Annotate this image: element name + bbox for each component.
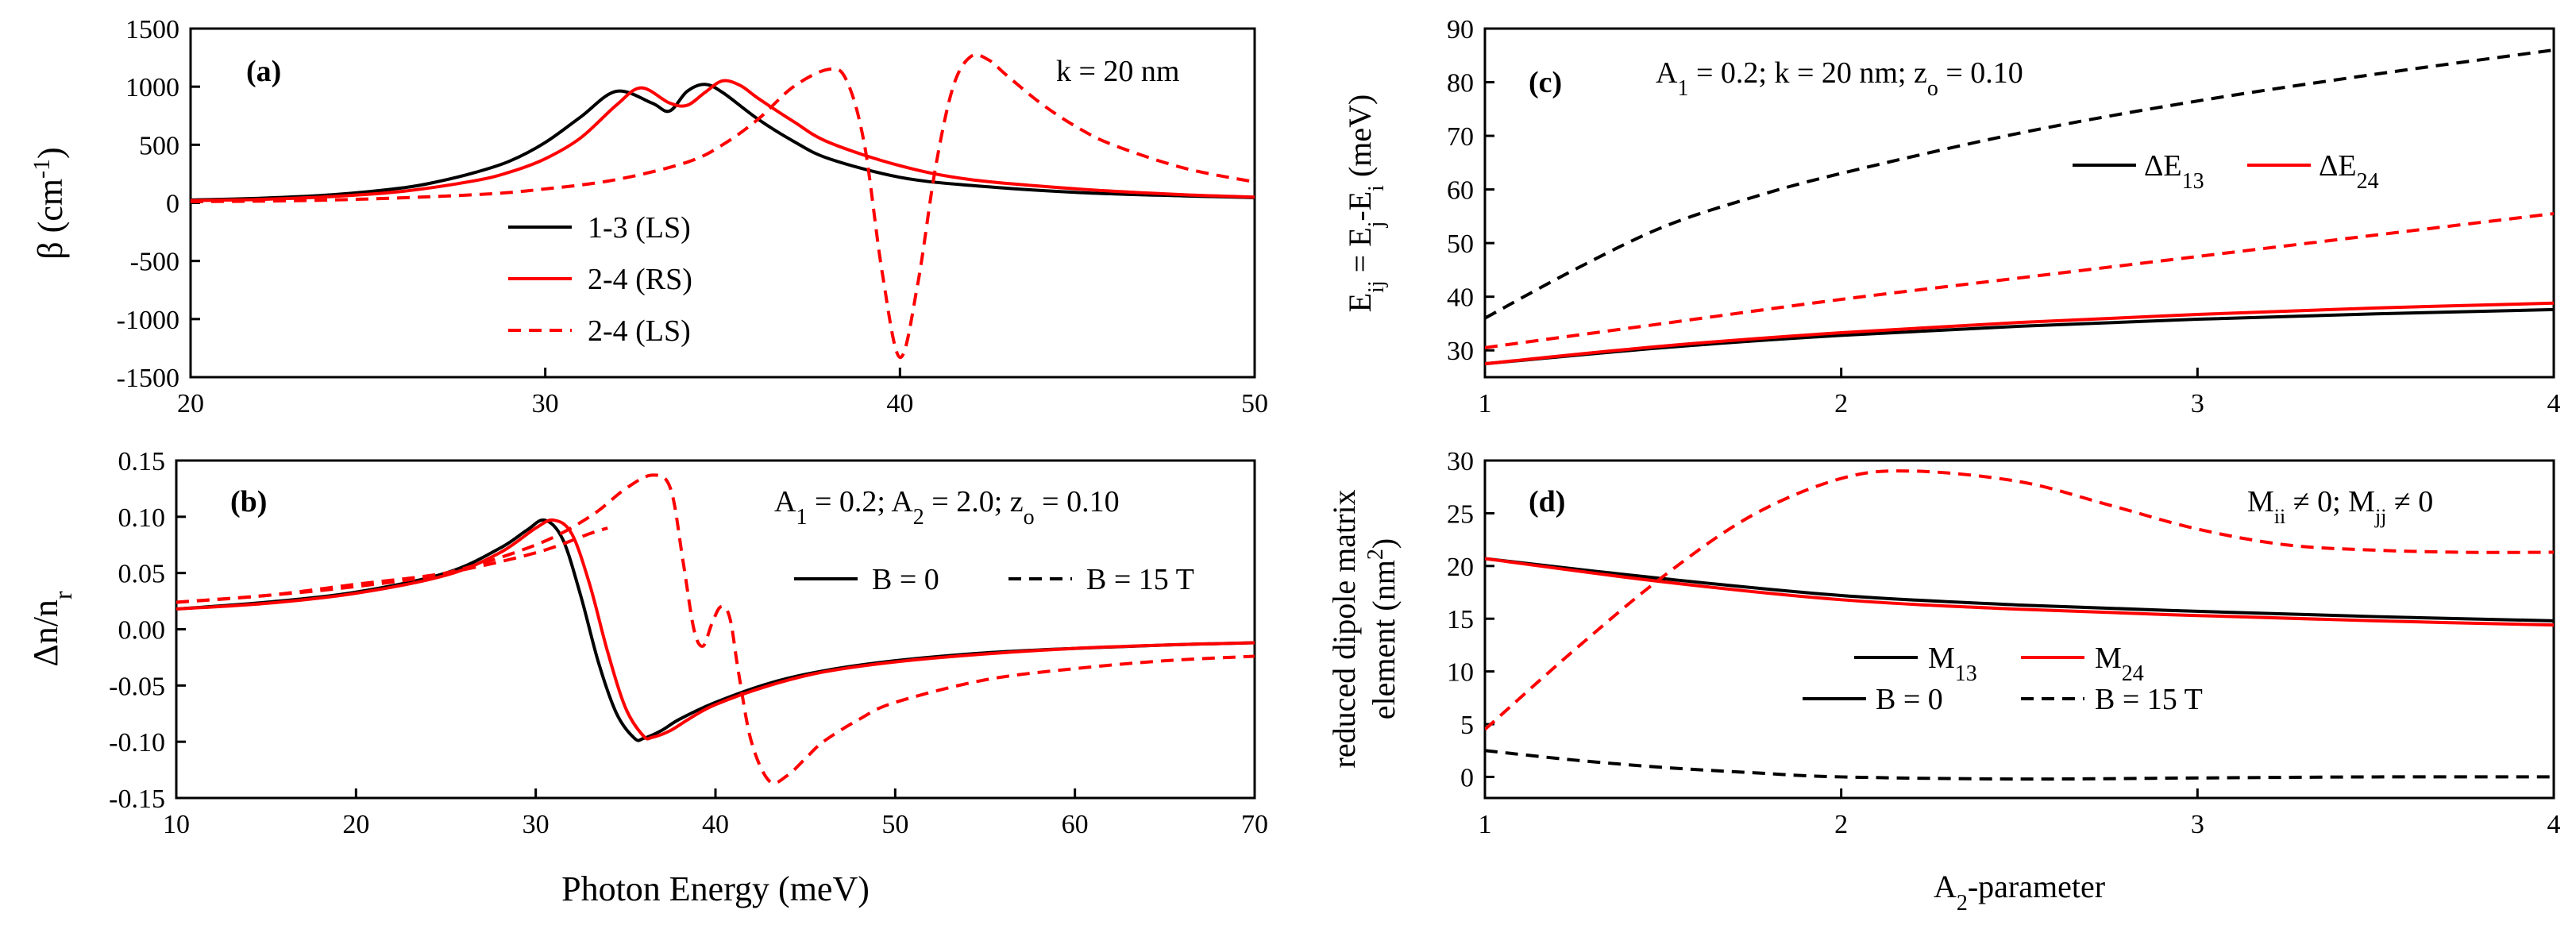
panel-a-ytick-label: 1500 — [125, 15, 179, 44]
panel-d-ytick-label: 10 — [1447, 658, 1474, 688]
panel-a-ytick-label: 0 — [166, 190, 179, 219]
panel-d-ylabel-line1: reduced dipole matrix — [1326, 490, 1362, 769]
panel-a-legend: 1-3 (LS) 2-4 (RS) 2-4 (LS) — [508, 211, 692, 348]
panel-d-series-3-line — [1485, 469, 2554, 731]
panel-b-legend: B = 0 B = 15 T — [794, 563, 1194, 596]
panel-a-xtick-label: 20 — [177, 389, 204, 418]
panel-b-xtick-label: 30 — [523, 810, 550, 839]
panel-c-ticks: 1 2 3 4 30 40 50 60 70 80 90 — [1447, 15, 2561, 418]
panel-b-series-2-line — [176, 473, 1255, 785]
panel-d-series-0-line — [1485, 557, 2554, 623]
panel-b-ytick-label: 0.10 — [118, 503, 166, 533]
panel-c-series — [1485, 48, 2554, 366]
panel-c-series-2-line — [1485, 48, 2554, 320]
panel-c-frame — [1483, 27, 2555, 379]
panel-d-ytick-label: 20 — [1447, 553, 1474, 582]
panel-a-ytick-label: -1500 — [117, 364, 179, 393]
panel-a-label: (a) — [246, 55, 281, 88]
panel-a-xtick-label: 40 — [886, 389, 913, 418]
legend-label-2-4-ls: 2-4 (LS) — [588, 314, 691, 348]
panel-a-series-1-line — [191, 79, 1255, 202]
panel-c-ytick-label: 80 — [1447, 69, 1474, 98]
panel-d-ytick-label: 5 — [1460, 711, 1474, 740]
panel-d-xtick-label: 1 — [1479, 810, 1492, 839]
panel-d-series-2-line — [1485, 749, 2554, 781]
panel-b-ytick-label: -0.05 — [109, 672, 165, 701]
panel-a-series — [191, 52, 1255, 360]
panel-c-xtick-label: 3 — [2191, 389, 2204, 418]
panel-a-ytick-label: -500 — [130, 248, 179, 277]
panel-d-ytick-label: 0 — [1460, 763, 1474, 792]
panel-d-xtick-label: 3 — [2191, 810, 2204, 839]
panel-d-series-1-line — [1485, 557, 2554, 627]
panel-c-series-3-line — [1485, 212, 2554, 349]
panel-c-series-0-line — [1485, 307, 2554, 366]
panel-c-xtick-label: 1 — [1479, 389, 1492, 418]
panel-c-xtick-label: 4 — [2547, 389, 2561, 418]
panel-b-ytick-label: -0.10 — [109, 728, 165, 757]
panel-b: 10 20 30 40 50 60 70 -0.15 -0.10 -0.05 0.00 0.05 0.1… — [26, 447, 1268, 908]
panel-c-series-1-line — [1485, 301, 2554, 366]
legend-label-1-3-ls: 1-3 (LS) — [588, 211, 691, 245]
panel-b-series-3-line — [176, 526, 608, 604]
panel-b-xtick-label: 60 — [1062, 810, 1089, 839]
legend-label-2-4-rs: 2-4 (RS) — [588, 263, 692, 296]
panel-a-xtick-label: 50 — [1241, 389, 1268, 418]
panel-a: 20 30 40 50 -1500 -1000 -500 0 500 1000 1500 (a) k… — [29, 15, 1269, 418]
legend-label-d-b0: B = 0 — [1876, 683, 1943, 716]
panel-b-xtick-label: 20 — [342, 810, 369, 839]
panel-d-ticks: 1 2 3 4 0 5 10 15 20 25 30 — [1447, 447, 2561, 839]
panel-a-series-2-line — [191, 52, 1255, 360]
panel-b-series-1-line — [176, 518, 1255, 741]
panel-d-ylabel-line2: element (nm2) — [1363, 538, 1402, 719]
panel-a-xtick-label: 30 — [532, 389, 559, 418]
panel-b-xtick-label: 50 — [881, 810, 908, 839]
panel-b-ytick-label: 0.05 — [118, 560, 166, 589]
panel-c-ytick-label: 50 — [1447, 229, 1474, 259]
panel-c-ytick-label: 40 — [1447, 283, 1474, 313]
panel-b-ticks: 10 20 30 40 50 60 70 -0.15 -0.10 -0.05 0.00 0.05 0.1… — [109, 447, 1268, 839]
panel-a-annotation: k = 20 nm — [1056, 55, 1180, 88]
panel-b-xlabel: Photon Energy (meV) — [561, 869, 870, 908]
panel-a-ytick-label: -1000 — [117, 306, 179, 335]
panel-b-label: (b) — [230, 485, 267, 518]
panel-d-ytick-label: 15 — [1447, 605, 1474, 634]
panel-a-ytick-label: 500 — [139, 131, 179, 160]
panel-c-label: (c) — [1529, 66, 1562, 99]
panel-d-series — [1485, 469, 2554, 781]
panel-b-ytick-label: 0.15 — [118, 447, 166, 476]
panel-d-frame — [1483, 459, 2555, 800]
panel-c-ytick-label: 70 — [1447, 122, 1474, 152]
panel-b-xtick-label: 70 — [1241, 810, 1268, 839]
panel-a-ticks: 20 30 40 50 -1500 -1000 -500 0 500 1000 1500 — [117, 15, 1268, 418]
panel-b-ytick-label: -0.15 — [109, 784, 165, 814]
panel-b-series — [176, 473, 1255, 785]
panel-d-ylabel: reduced dipole matrix element (nm2) — [1326, 490, 1402, 769]
panel-d-xtick-label: 4 — [2547, 810, 2561, 839]
panel-b-xtick-label: 40 — [702, 810, 729, 839]
panel-a-ytick-label: 1000 — [125, 73, 179, 102]
panel-c-ytick-label: 30 — [1447, 337, 1474, 366]
legend-label-b0: B = 0 — [872, 563, 939, 596]
legend-label-b15: B = 15 T — [1086, 563, 1194, 596]
panel-d-ytick-label: 30 — [1447, 447, 1474, 476]
panel-c-xtick-label: 2 — [1834, 389, 1848, 418]
panel-b-ytick-label: 0.00 — [118, 616, 166, 646]
panel-d-xtick-label: 2 — [1834, 810, 1848, 839]
panel-c-ytick-label: 60 — [1447, 176, 1474, 206]
panel-b-xtick-label: 10 — [163, 810, 190, 839]
legend-label-d-b15: B = 15 T — [2095, 683, 2203, 716]
panel-d-ytick-label: 25 — [1447, 499, 1474, 529]
panel-c-ytick-label: 90 — [1447, 15, 1474, 44]
panel-d-label: (d) — [1529, 485, 1565, 518]
